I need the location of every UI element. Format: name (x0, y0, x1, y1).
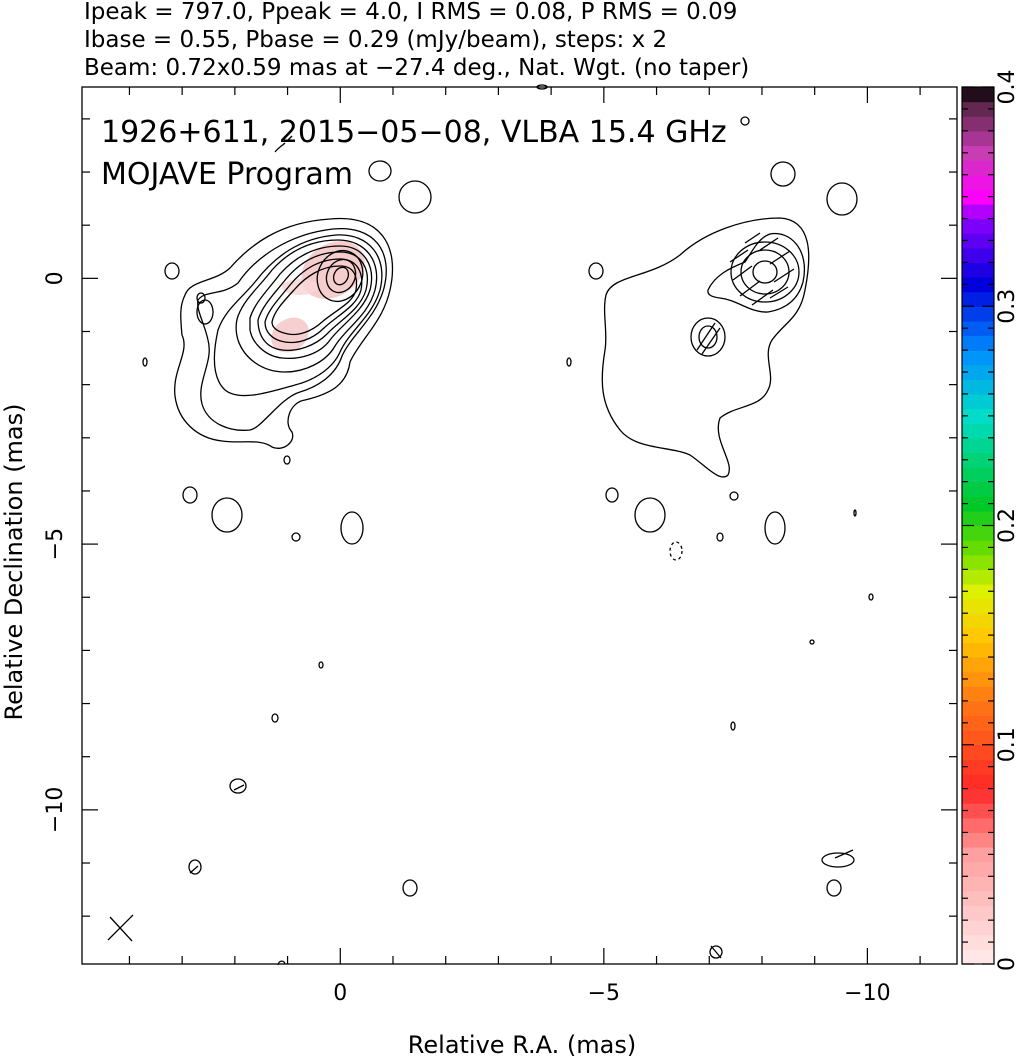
colorbar-segment (962, 467, 994, 483)
colorbar-segment (962, 905, 994, 921)
colorbar-segment (962, 481, 994, 497)
y-tick-label: 0 (43, 271, 68, 285)
inset-subtitle: MOJAVE Program (101, 157, 353, 192)
colorbar-segment (962, 671, 994, 687)
colorbar-segment (962, 613, 994, 629)
colorbar-segment (962, 876, 994, 892)
colorbar-segment (962, 861, 994, 877)
colorbar (961, 86, 995, 965)
header-line-3: Beam: 0.72x0.59 mas at −27.4 deg., Nat. … (84, 55, 749, 81)
colorbar-segment (962, 262, 994, 278)
colorbar-segment (962, 116, 994, 132)
x-tick-label: −5 (588, 981, 620, 1006)
colorbar-tick-label: 0.3 (995, 289, 1020, 324)
colorbar-segment (962, 218, 994, 234)
colorbar-segment (962, 598, 994, 614)
colorbar-segment (962, 700, 994, 717)
colorbar-segment (962, 247, 994, 263)
colorbar-segment (962, 423, 994, 439)
axis-ticks (82, 87, 957, 964)
colorbar-segment (962, 233, 994, 249)
colorbar-segment (962, 642, 994, 658)
colorbar-segment (962, 452, 994, 468)
polarization-contours (566, 116, 874, 959)
axis-tick-labels: 0 −5 −10 0 −5 −10 (43, 271, 891, 1006)
colorbar-segment (962, 174, 994, 190)
colorbar-segment (962, 817, 994, 834)
colorbar-segment (962, 569, 994, 585)
y-axis-title: Relative Declination (mas) (0, 403, 28, 720)
colorbar-tick-labels: 0 0.1 0.2 0.3 0.4 (995, 70, 1020, 972)
colorbar-segment (962, 350, 994, 366)
colorbar-segment (962, 583, 994, 600)
evpa-ticks (696, 232, 795, 355)
colorbar-segment (962, 130, 994, 147)
colorbar-segment (962, 525, 994, 541)
colorbar-segment (962, 657, 994, 673)
header-line-1: Ipeak = 797.0, Ppeak = 4.0, I RMS = 0.08… (84, 0, 737, 25)
colorbar-segment (962, 145, 994, 161)
colorbar-segment (962, 920, 994, 936)
x-axis-title: Relative R.A. (mas) (408, 1031, 636, 1059)
colorbar-segment (962, 715, 994, 731)
colorbar-segment (962, 189, 994, 205)
colorbar-segment (962, 160, 994, 176)
inset-title: 1926+611, 2015−05−08, VLBA 15.4 GHz (101, 115, 727, 150)
colorbar-segment (962, 686, 994, 702)
colorbar-segment (962, 934, 994, 950)
colorbar-segment (962, 437, 994, 454)
x-tick-label: −10 (844, 981, 890, 1006)
colorbar-segment (962, 949, 994, 965)
colorbar-segment (962, 759, 994, 775)
colorbar-segment (962, 277, 994, 293)
y-tick-label: −5 (43, 528, 68, 560)
colorbar-segment (962, 832, 994, 848)
colorbar-tick-label: 0 (995, 957, 1020, 971)
colorbar-segment (962, 773, 994, 790)
colorbar-segment (962, 306, 994, 322)
colorbar-segment (962, 379, 994, 395)
colorbar-segment (962, 87, 994, 103)
colorbar-segment (962, 540, 994, 556)
colorbar-segment (962, 744, 994, 760)
colorbar-ticks (962, 86, 994, 965)
colorbar-segment (962, 890, 994, 907)
colorbar-segment (962, 803, 994, 819)
colorbar-segment (962, 788, 994, 804)
colorbar-segment (962, 496, 994, 512)
intensity-contours (142, 84, 548, 966)
colorbar-segment (962, 364, 994, 380)
colorbar-tick-label: 0.4 (995, 70, 1020, 105)
colorbar-segment (962, 335, 994, 351)
colorbar-segment (962, 393, 994, 410)
plot-frame (81, 86, 958, 965)
colorbar-tick-label: 0.1 (995, 727, 1020, 762)
colorbar-segment (962, 627, 994, 644)
colorbar-segment (962, 730, 994, 746)
colorbar-segment (962, 291, 994, 307)
colorbar-segment (962, 554, 994, 570)
beam-marker (107, 914, 134, 942)
colorbar-tick-label: 0.2 (995, 508, 1020, 543)
colorbar-segment (962, 203, 994, 220)
colorbar-segment (962, 320, 994, 337)
colorbar-segment (962, 847, 994, 863)
y-tick-label: −10 (43, 787, 68, 833)
colorbar-segment (962, 408, 994, 424)
header-line-2: Ibase = 0.55, Pbase = 0.29 (mJy/beam), s… (84, 27, 667, 53)
colorbar-segment (962, 510, 994, 527)
colorbar-segment (962, 101, 994, 117)
x-tick-label: 0 (333, 981, 347, 1006)
